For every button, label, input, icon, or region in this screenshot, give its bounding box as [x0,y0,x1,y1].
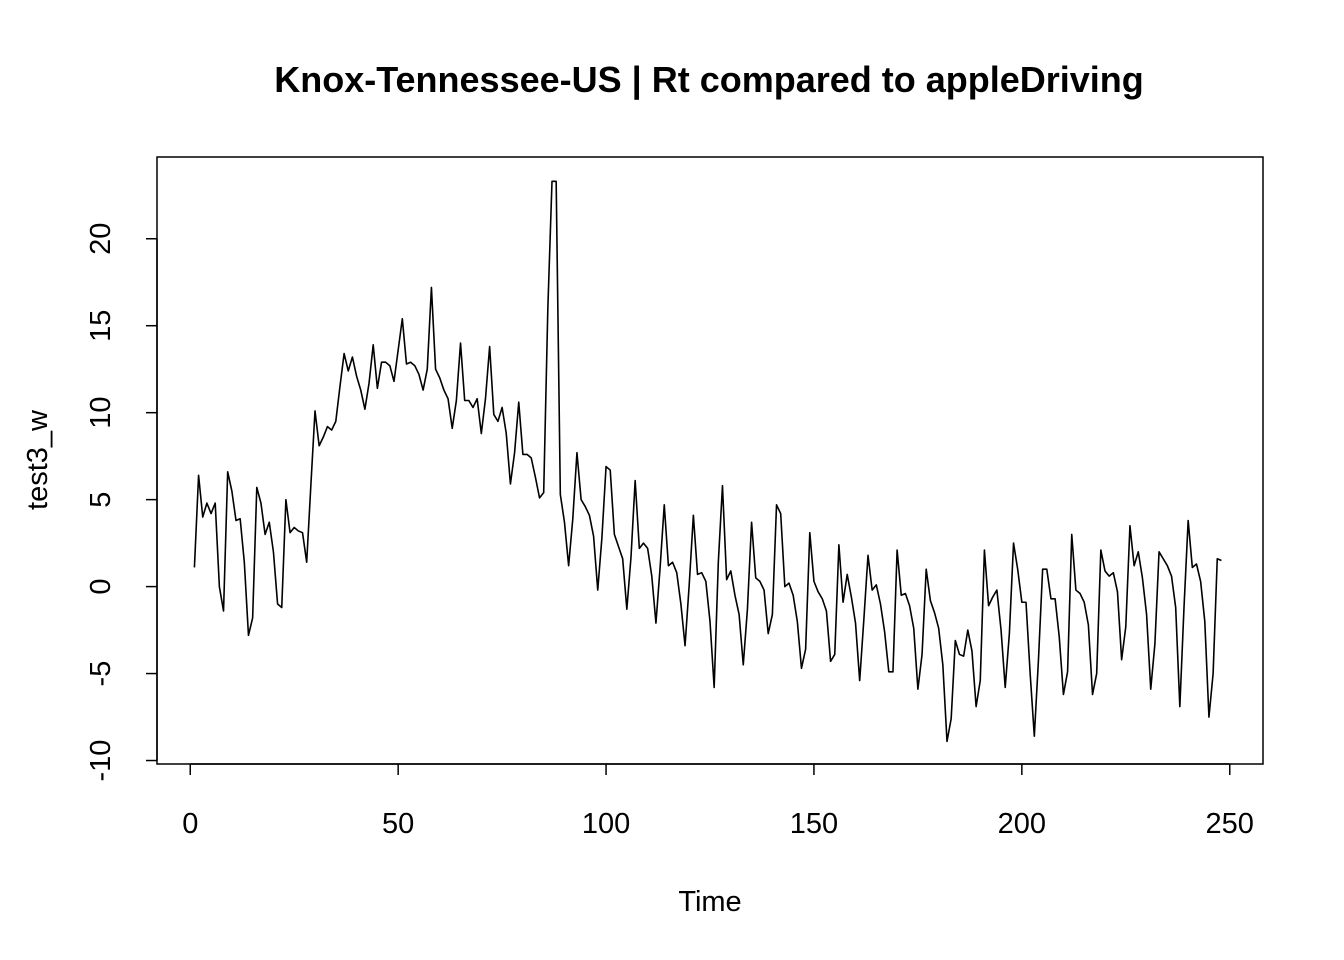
series-line-1 [193,180,1222,743]
x-tick-label: 50 [382,808,414,840]
x-tick-label: 0 [182,808,198,840]
y-tick-label: -5 [85,661,117,687]
y-tick-label: 15 [85,310,117,342]
y-tick-label: -10 [85,740,117,782]
y-tick-label: 0 [85,579,117,595]
y-tick-label: 20 [85,223,117,255]
y-tick-label: 10 [85,397,117,429]
x-axis: 0 50 100 150 200 250 [182,763,1254,840]
series-layer [193,180,1222,743]
x-axis-label: Time [678,886,741,918]
x-tick-label: 150 [790,808,838,840]
x-tick-label: 100 [582,808,630,840]
y-axis-label: test3_w [22,409,54,510]
x-tick-label: 200 [998,808,1046,840]
chart-title: Knox-Tennessee-US | Rt compared to apple… [274,59,1144,101]
y-tick-label: 5 [85,492,117,508]
y-axis: -10 -5 0 5 10 15 20 [85,223,158,782]
x-tick-label: 250 [1206,808,1254,840]
